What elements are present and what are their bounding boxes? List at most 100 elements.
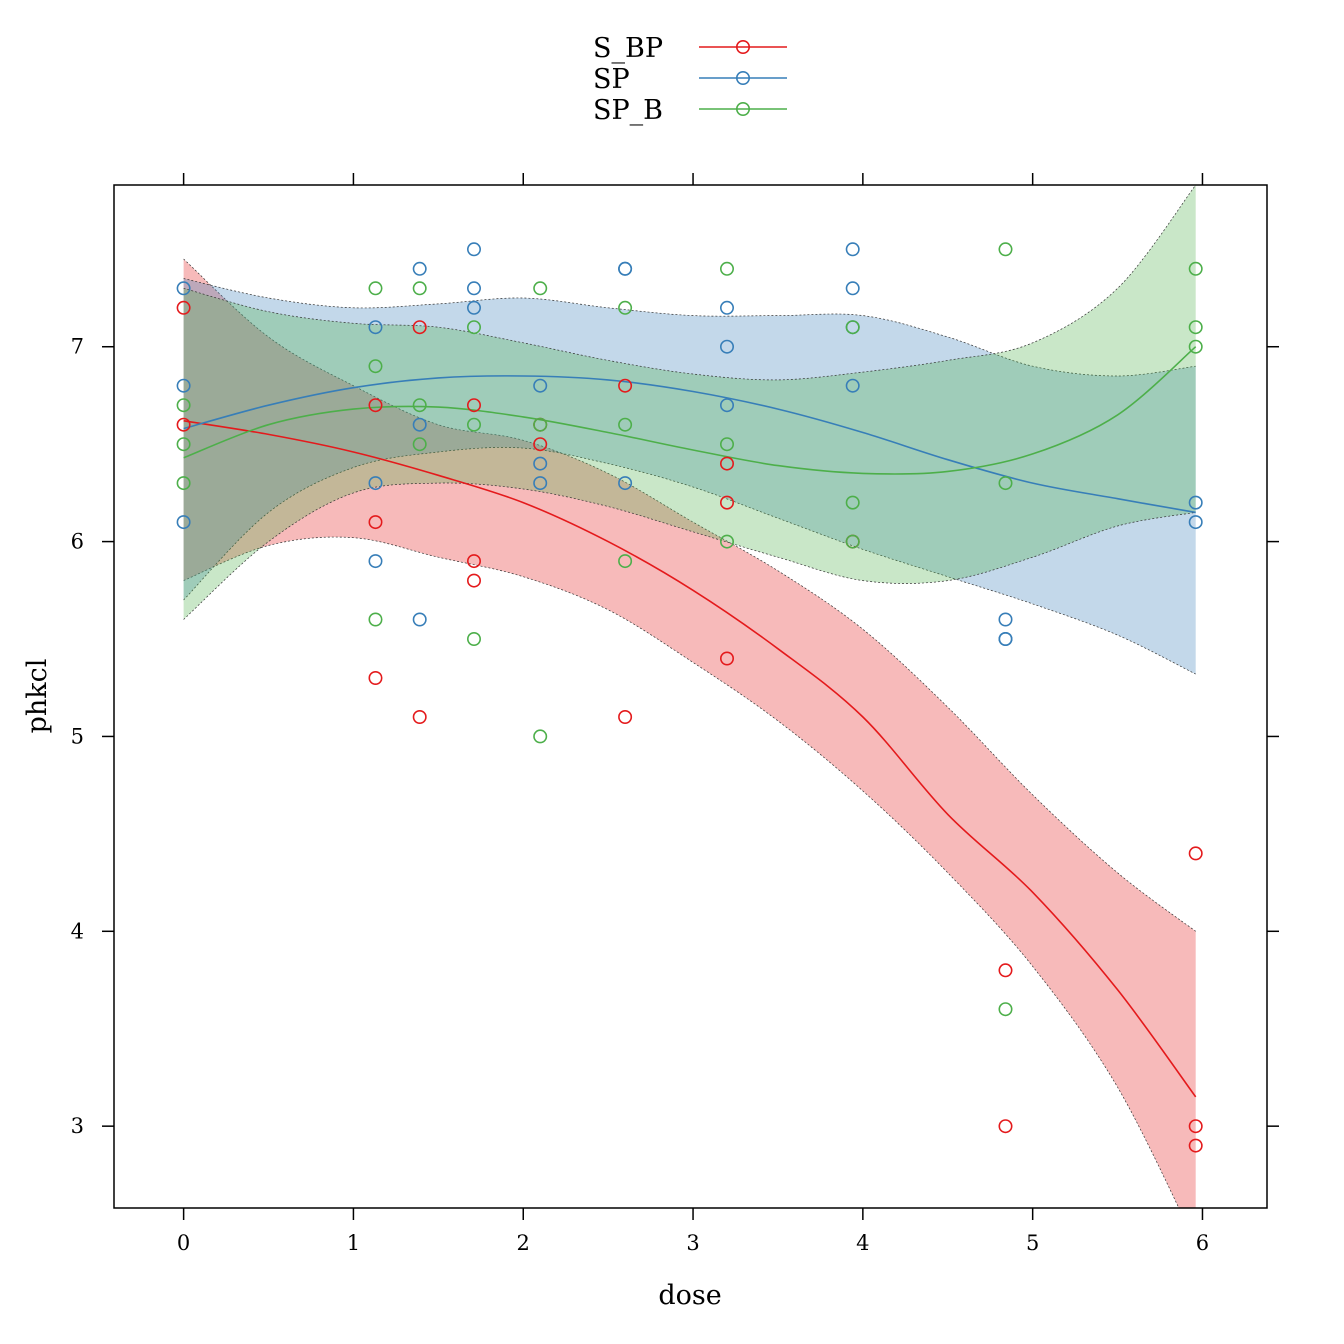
point-sp-b [176,437,191,452]
point-sp [533,378,548,393]
point-sp [176,281,191,296]
point-s-bp [176,417,191,432]
point-sp-b [618,417,633,432]
point-sp-b [368,612,383,627]
point-sp-b [1188,339,1203,354]
point-sp [998,631,1013,646]
y-tick-label: 3 [71,1114,84,1138]
point-sp [719,300,734,315]
point-sp [533,476,548,491]
legend-marker-sp [735,71,750,86]
point-s-bp [618,378,633,393]
band-upper-sp-b [183,185,1196,381]
point-s-bp [368,670,383,685]
point-sp-b [412,398,427,413]
point-s-bp [533,437,548,452]
point-sp-b [412,437,427,452]
point-sp [533,456,548,471]
point-s-bp [466,554,481,569]
x-tick-label: 5 [1026,1231,1039,1255]
confidence-bands [183,185,1196,1208]
x-tick-label: 6 [1196,1231,1209,1255]
point-sp-b [176,476,191,491]
point-sp [719,339,734,354]
legend-label-s-bp: S_BP [593,33,663,64]
point-sp [618,261,633,276]
x-tick-label: 0 [177,1231,190,1255]
legend-label-sp-b: SP_B [593,95,663,126]
point-s-bp [466,398,481,413]
data-points [176,242,1203,1153]
legend-marker-sp-b [735,102,750,117]
point-sp-b [533,417,548,432]
y-tick-label: 5 [71,724,84,748]
point-sp-b [466,320,481,335]
point-sp-b [719,437,734,452]
band-lower-sp-b [183,482,1196,620]
point-sp-b [412,281,427,296]
point-s-bp [719,495,734,510]
point-sp-b [618,300,633,315]
point-s-bp [1188,1138,1203,1153]
axis-ticks: 0 1 2 3 4 5 6 3 4 5 6 7 [71,173,1279,1255]
point-s-bp [412,320,427,335]
point-sp [998,612,1013,627]
x-tick-label: 4 [856,1231,869,1255]
point-sp-b [719,261,734,276]
point-sp [466,281,481,296]
point-sp [412,261,427,276]
point-sp [368,476,383,491]
y-tick-label: 4 [71,919,84,943]
point-sp [618,476,633,491]
x-tick-label: 2 [517,1231,530,1255]
point-sp-b [533,281,548,296]
legend-label-sp: SP [593,64,630,95]
x-axis-title: dose [658,1280,721,1311]
point-sp-b [845,534,860,549]
point-sp-b [618,554,633,569]
point-s-bp [1188,846,1203,861]
y-tick-label: 6 [71,530,84,554]
y-axis-title: phkcl [22,659,53,734]
point-sp-b [719,534,734,549]
legend-marker-s-bp [735,39,750,54]
fit-line-sp-b [183,346,1197,475]
point-sp-b [998,1002,1013,1017]
point-s-bp [719,456,734,471]
point-sp [368,554,383,569]
point-sp [845,378,860,393]
point-s-bp [176,300,191,315]
point-sp [176,515,191,530]
x-tick-label: 1 [347,1231,360,1255]
point-sp [845,242,860,257]
point-s-bp [998,1119,1013,1134]
point-sp [845,281,860,296]
band-sp-b [183,185,1196,620]
point-sp [466,242,481,257]
point-s-bp [1188,1119,1203,1134]
point-sp-b [176,398,191,413]
point-sp [412,417,427,432]
point-sp-b [998,242,1013,257]
point-sp-b [845,495,860,510]
point-s-bp [412,709,427,724]
point-s-bp [618,709,633,724]
fit-line-sp [183,375,1196,514]
point-sp [1188,495,1203,510]
point-sp-b [845,320,860,335]
point-sp-b [1188,261,1203,276]
point-s-bp [368,398,383,413]
fit-line-s-bp [183,420,1197,1098]
plot-frame [113,184,1268,1209]
band-s-bp [183,259,1196,1208]
point-sp-b [368,359,383,374]
point-s-bp [719,651,734,666]
y-tick-label: 7 [71,335,84,359]
point-sp [1188,515,1203,530]
band-upper-sp [183,278,1196,377]
point-s-bp [998,963,1013,978]
point-sp [368,320,383,335]
point-sp-b [368,281,383,296]
